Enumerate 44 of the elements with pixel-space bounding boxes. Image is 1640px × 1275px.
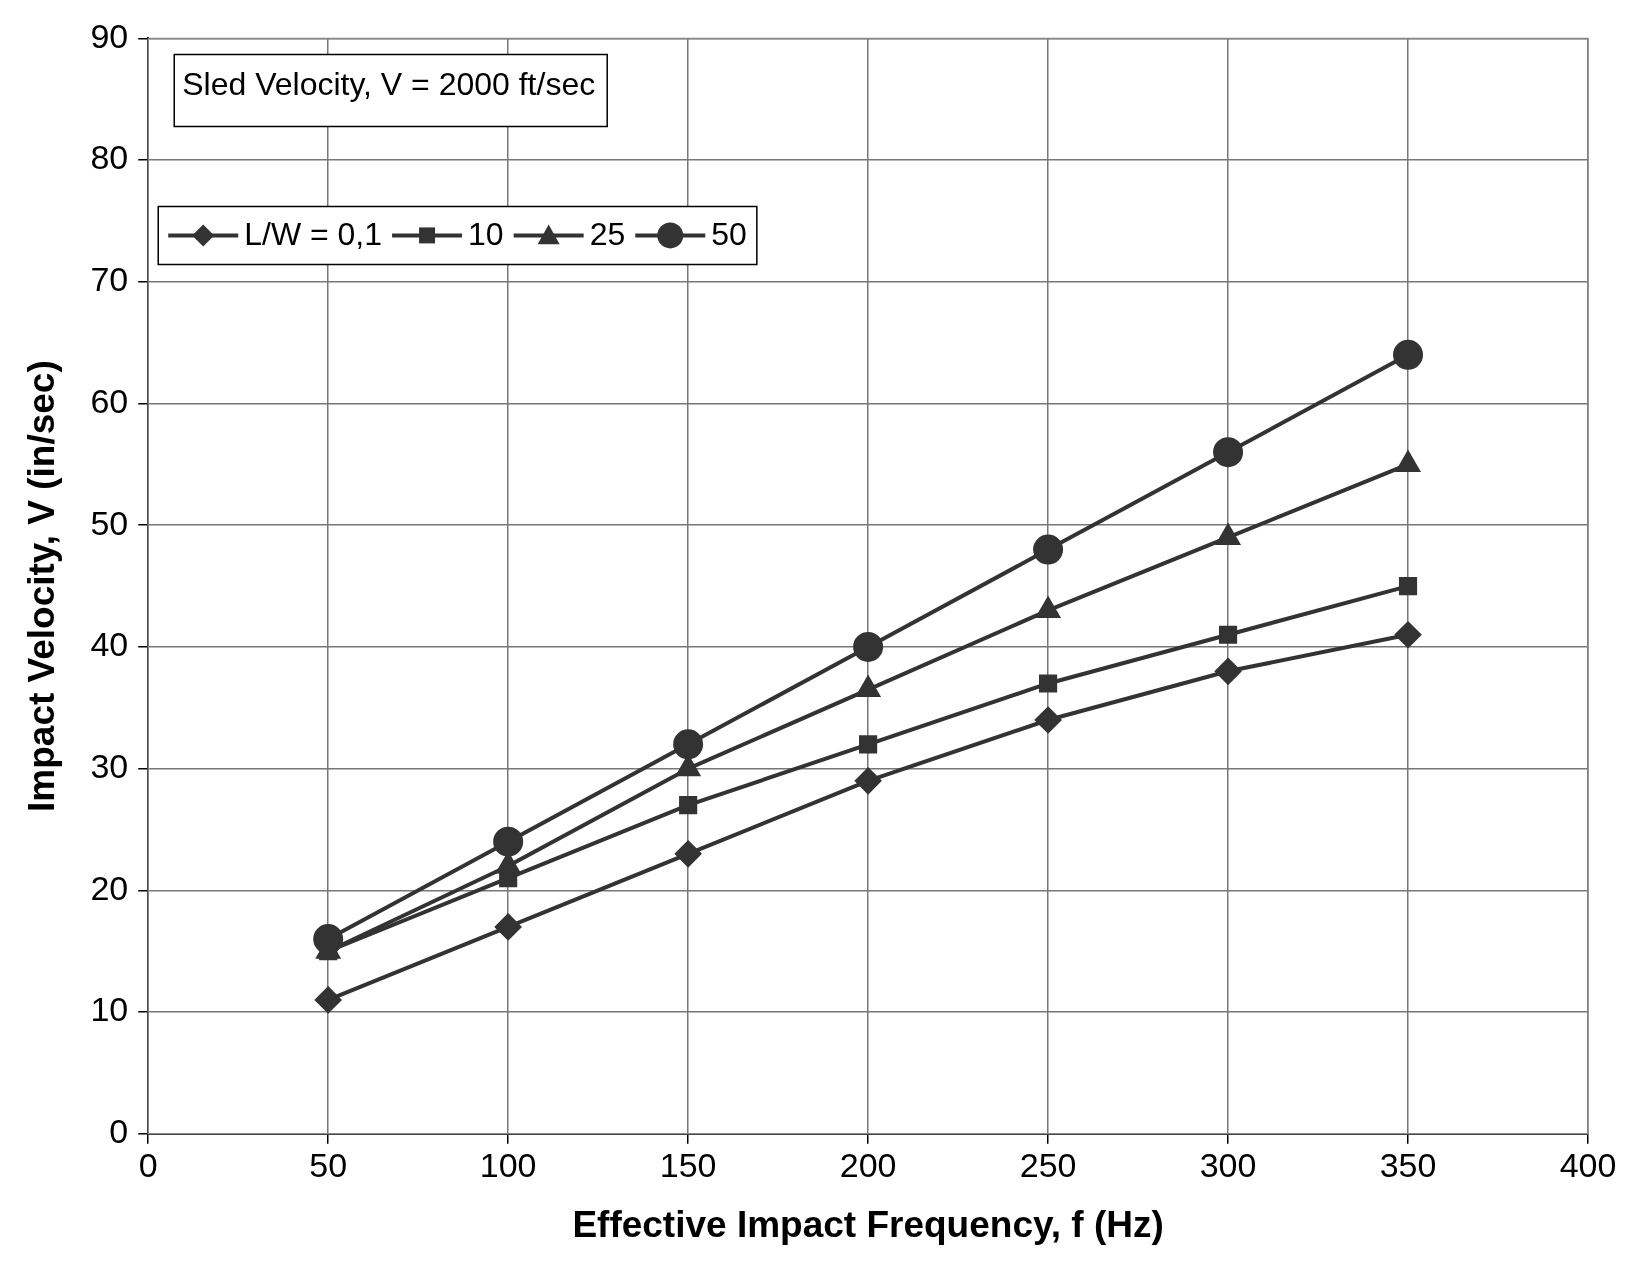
x-tick-label: 400	[1559, 1145, 1617, 1184]
legend-label: 10	[468, 216, 504, 253]
y-tick-label: 40	[90, 625, 129, 664]
point	[673, 729, 704, 760]
y-tick-label: 10	[90, 990, 129, 1029]
point	[1033, 534, 1064, 565]
legend-label: 50	[711, 216, 747, 253]
point	[859, 735, 878, 754]
y-tick-label: 0	[109, 1112, 129, 1151]
point	[853, 631, 884, 662]
point	[495, 913, 522, 940]
y-tick-label: 70	[90, 260, 129, 299]
annotation: Sled Velocity, V = 2000 ft/sec	[182, 66, 596, 103]
x-tick-label: 200	[839, 1145, 897, 1184]
y-axis-title: Impact Velocity, V (in/sec)	[21, 360, 63, 812]
point	[1215, 658, 1242, 685]
x-tick-label: 100	[479, 1145, 537, 1184]
point	[1395, 621, 1422, 648]
point	[1035, 706, 1062, 733]
x-tick-label: 50	[309, 1145, 348, 1184]
x-axis-title: Effective Impact Frequency, f (Hz)	[572, 1204, 1164, 1245]
y-tick-label: 80	[90, 138, 129, 177]
point	[1039, 674, 1058, 693]
x-tick-label: 150	[659, 1145, 717, 1184]
legend-label: L/W = 0,1	[244, 216, 383, 253]
point	[1218, 625, 1238, 644]
point	[855, 767, 882, 794]
x-tick-label: 0	[138, 1145, 158, 1184]
point	[1213, 437, 1244, 468]
point	[315, 986, 342, 1013]
legend-label: 25	[589, 216, 626, 253]
x-tick-label: 350	[1379, 1145, 1437, 1184]
point	[679, 796, 698, 815]
y-tick-label: 30	[90, 747, 129, 786]
x-tick-label: 300	[1199, 1145, 1257, 1184]
y-tick-label: 50	[90, 503, 129, 542]
x-tick-label: 250	[1019, 1145, 1077, 1184]
y-tick-label: 20	[90, 868, 129, 907]
point	[493, 826, 524, 857]
point	[1393, 339, 1424, 370]
y-tick-label: 60	[90, 381, 129, 420]
point	[675, 840, 702, 867]
point	[1398, 577, 1418, 596]
y-tick-label: 90	[90, 16, 129, 55]
